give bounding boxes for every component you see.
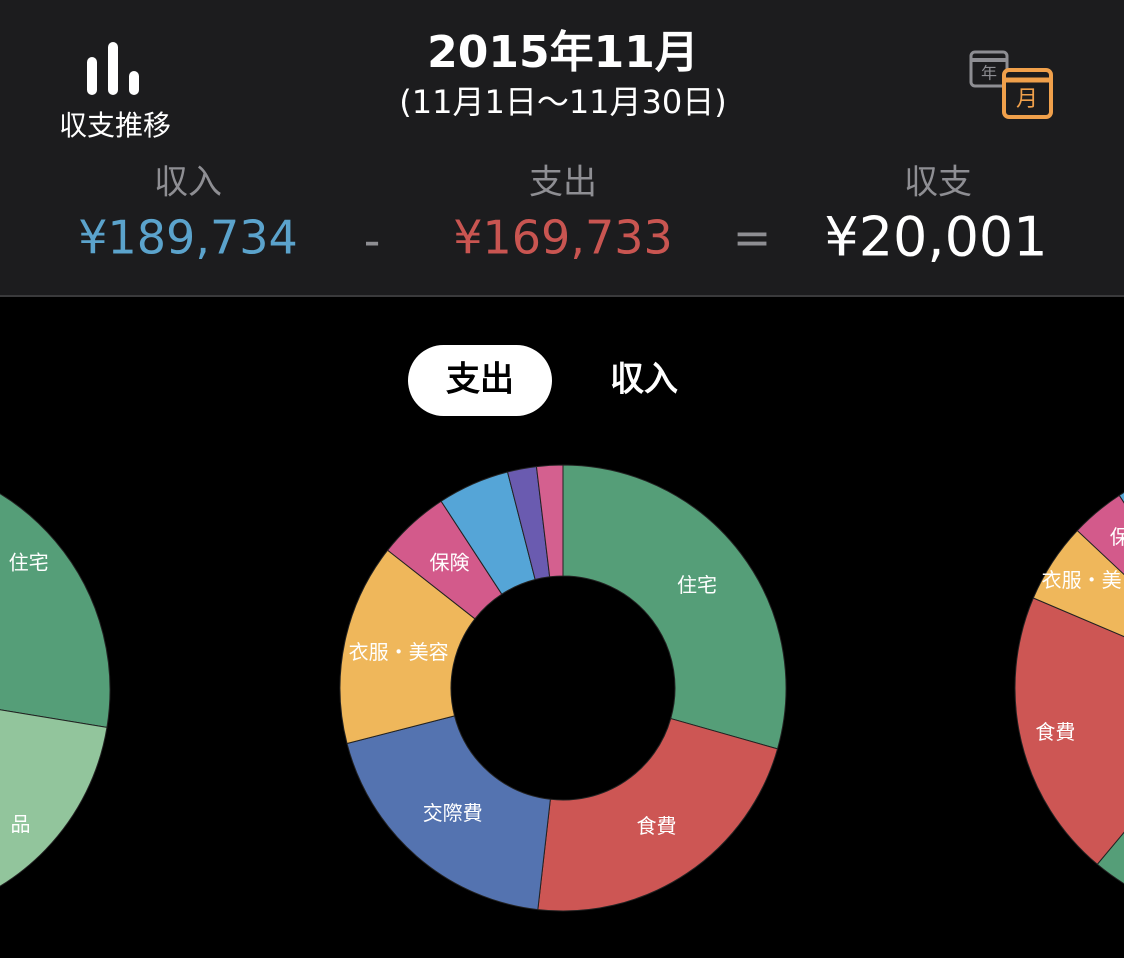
- slice-label: 保: [1110, 525, 1124, 549]
- expense-label: 支出: [529, 163, 597, 203]
- tab-selected-bg: [408, 345, 552, 416]
- pie-slice: [0, 709, 108, 887]
- slice-label: 交際費: [423, 801, 483, 825]
- slice-label: 住宅: [677, 573, 717, 597]
- subtitle: (11月1日〜11月30日): [399, 83, 727, 121]
- trend-label: 収支推移: [59, 109, 171, 142]
- slice-label: 食費: [1035, 720, 1075, 744]
- pie-slice: [1014, 597, 1124, 865]
- tab-expense[interactable]: 支出: [446, 360, 514, 400]
- income-value: ¥189,734: [78, 211, 298, 265]
- pie-slice: [562, 464, 787, 750]
- slice-label: 衣服・美容: [349, 640, 449, 664]
- pie-slice: [535, 464, 564, 578]
- slice-label: 衣服・美: [1042, 568, 1122, 592]
- period-toggle[interactable]: 年 月: [969, 50, 1053, 119]
- month-calendar-text: 月: [1016, 87, 1038, 112]
- pie-slice: [1118, 491, 1124, 504]
- title: 2015年11月: [427, 27, 699, 78]
- header-bg: [0, 0, 1124, 295]
- equals-sign: =: [733, 211, 772, 265]
- income-label: 収入: [154, 163, 222, 203]
- slice-label: 品: [10, 812, 30, 836]
- tab-income[interactable]: 収入: [610, 360, 678, 400]
- slice-label: 住宅: [9, 550, 49, 574]
- balance-label: 収支: [904, 163, 972, 203]
- pie-slice: [346, 715, 551, 911]
- trend-button[interactable]: 収支推移: [59, 42, 171, 142]
- pie-slice: [339, 549, 476, 745]
- slice-label: 保険: [430, 551, 470, 575]
- pie-slice: [537, 717, 779, 912]
- minus-sign: -: [364, 214, 381, 268]
- pie-slice: [1096, 831, 1124, 885]
- expense-value: ¥169,733: [453, 211, 673, 265]
- year-calendar-text: 年: [981, 64, 997, 83]
- balance-value: ¥20,001: [824, 206, 1047, 269]
- pie-slice: [0, 493, 111, 728]
- slice-label: 食費: [637, 814, 677, 838]
